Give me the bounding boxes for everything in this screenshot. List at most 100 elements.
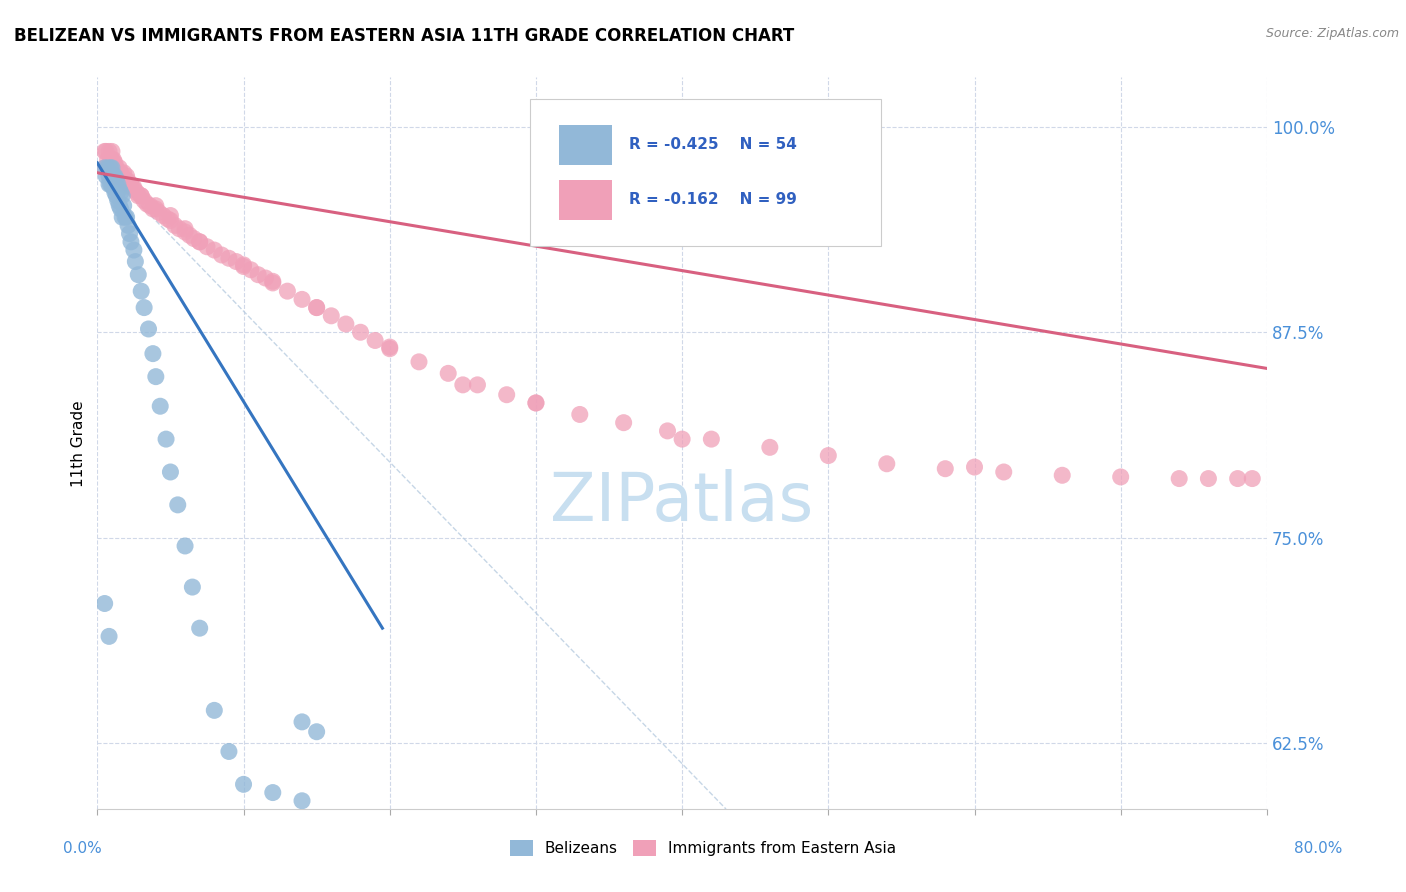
Point [934, 461, 956, 475]
Point [262, 274, 284, 288]
Point [112, 166, 135, 180]
Point [134, 194, 156, 208]
Point [104, 169, 127, 183]
Point [145, 199, 167, 213]
Point [321, 309, 343, 323]
Point [657, 424, 679, 438]
Point [110, 202, 132, 216]
Point [232, 260, 254, 274]
Point [103, 180, 125, 194]
Point [159, 213, 181, 227]
Point [100, 153, 122, 167]
Point [138, 322, 160, 336]
Point [254, 271, 277, 285]
Point [108, 169, 131, 183]
Point [195, 240, 218, 254]
Point [167, 221, 190, 235]
Point [105, 172, 128, 186]
Point [107, 178, 129, 192]
Point [613, 416, 636, 430]
Point [93, 145, 115, 159]
FancyBboxPatch shape [530, 99, 882, 245]
Point [876, 457, 898, 471]
Point [1226, 472, 1249, 486]
Point [111, 210, 134, 224]
Point [145, 369, 167, 384]
Point [114, 210, 136, 224]
Point [817, 449, 839, 463]
Point [103, 153, 125, 167]
Point [105, 189, 128, 203]
Text: 80.0%: 80.0% [1295, 841, 1343, 856]
Text: R = -0.425    N = 54: R = -0.425 N = 54 [630, 137, 797, 153]
Point [174, 225, 197, 239]
Point [101, 178, 124, 192]
Point [218, 252, 240, 266]
Point [94, 169, 117, 183]
Point [101, 169, 124, 183]
Point [101, 169, 124, 183]
Point [700, 432, 723, 446]
Point [129, 189, 152, 203]
Point [122, 180, 145, 194]
Point [110, 166, 132, 180]
Point [93, 597, 115, 611]
Point [159, 209, 181, 223]
Point [378, 342, 401, 356]
Point [149, 399, 172, 413]
Point [188, 621, 211, 635]
Point [218, 744, 240, 758]
Point [111, 169, 134, 183]
Point [1050, 468, 1073, 483]
Point [127, 189, 149, 203]
Point [1168, 472, 1191, 486]
Point [98, 629, 121, 643]
Text: R = -0.162    N = 99: R = -0.162 N = 99 [630, 192, 797, 207]
Point [115, 210, 138, 224]
Point [97, 161, 120, 175]
Point [159, 465, 181, 479]
Point [225, 254, 247, 268]
Y-axis label: 11th Grade: 11th Grade [72, 400, 86, 486]
Point [232, 777, 254, 791]
Point [437, 367, 460, 381]
Point [108, 172, 131, 186]
Point [142, 346, 165, 360]
Text: 0.0%: 0.0% [63, 841, 103, 856]
Point [202, 243, 225, 257]
Point [118, 227, 141, 241]
Point [108, 161, 131, 175]
Point [202, 703, 225, 717]
Text: Source: ZipAtlas.com: Source: ZipAtlas.com [1265, 27, 1399, 40]
FancyBboxPatch shape [560, 125, 612, 165]
Point [759, 440, 782, 454]
Point [305, 724, 328, 739]
Point [107, 194, 129, 208]
Point [179, 228, 201, 243]
Point [97, 161, 120, 175]
Point [495, 388, 517, 402]
Point [136, 197, 159, 211]
Point [115, 169, 138, 183]
Point [105, 161, 128, 175]
Point [134, 301, 156, 315]
Point [98, 169, 121, 183]
Point [120, 178, 142, 192]
Point [305, 301, 328, 315]
Point [1109, 470, 1132, 484]
Point [115, 178, 138, 193]
Point [100, 178, 122, 192]
Legend: Belizeans, Immigrants from Eastern Asia: Belizeans, Immigrants from Eastern Asia [503, 834, 903, 862]
Point [120, 235, 142, 249]
Point [97, 153, 120, 167]
Point [181, 580, 204, 594]
Point [291, 293, 314, 307]
Point [122, 182, 145, 196]
Point [107, 166, 129, 180]
Point [262, 276, 284, 290]
Point [524, 396, 547, 410]
Point [110, 186, 132, 200]
Point [93, 161, 115, 175]
Point [125, 186, 148, 200]
Point [152, 209, 174, 223]
